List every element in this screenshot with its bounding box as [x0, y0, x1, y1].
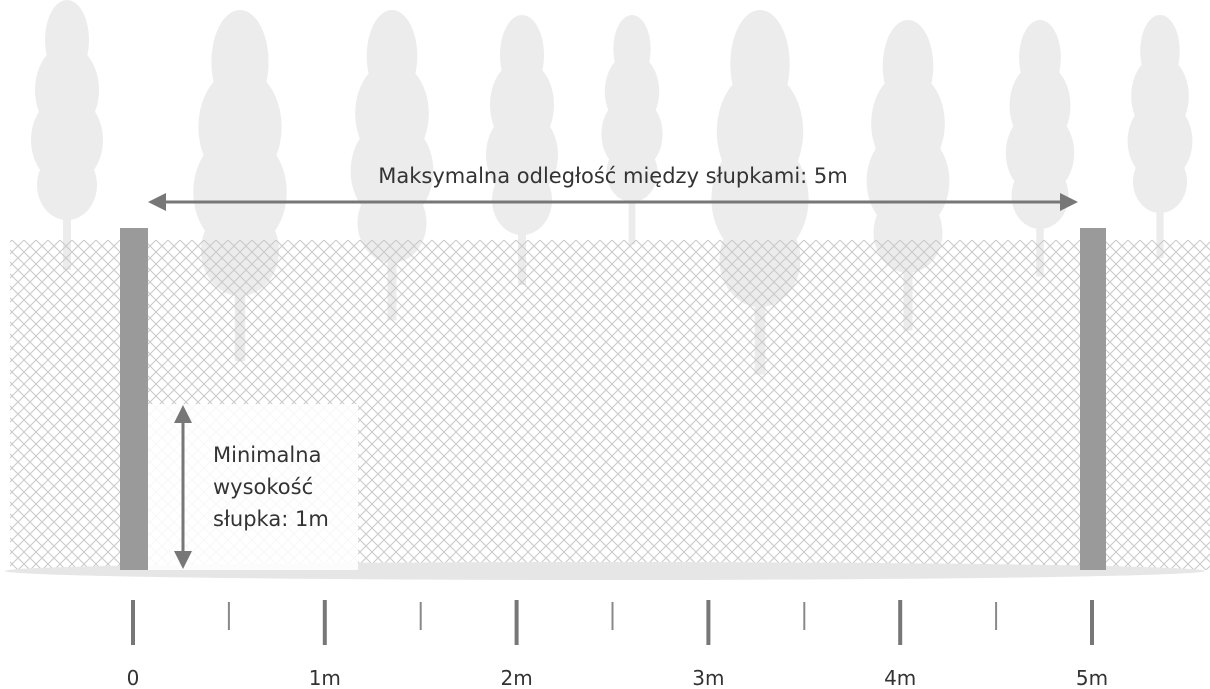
ruler-label: 5m [1076, 666, 1108, 689]
ruler-label: 4m [884, 666, 916, 689]
height-label: wysokość [213, 475, 313, 499]
height-label: Minimalna [213, 443, 321, 467]
ruler-label: 2m [500, 666, 532, 689]
width-arrow [148, 193, 1078, 211]
ruler-label: 0 [127, 666, 140, 689]
ruler-label: 1m [309, 666, 341, 689]
ruler-label: 3m [692, 666, 724, 689]
height-label: słupka: 1m [213, 507, 329, 531]
width-label: Maksymalna odległość między słupkami: 5m [378, 164, 848, 188]
post-left [120, 228, 148, 570]
post-right [1080, 228, 1106, 570]
height-arrow [174, 405, 192, 569]
ruler: 0 1m 2m 3m 4m 5m [127, 600, 1108, 689]
